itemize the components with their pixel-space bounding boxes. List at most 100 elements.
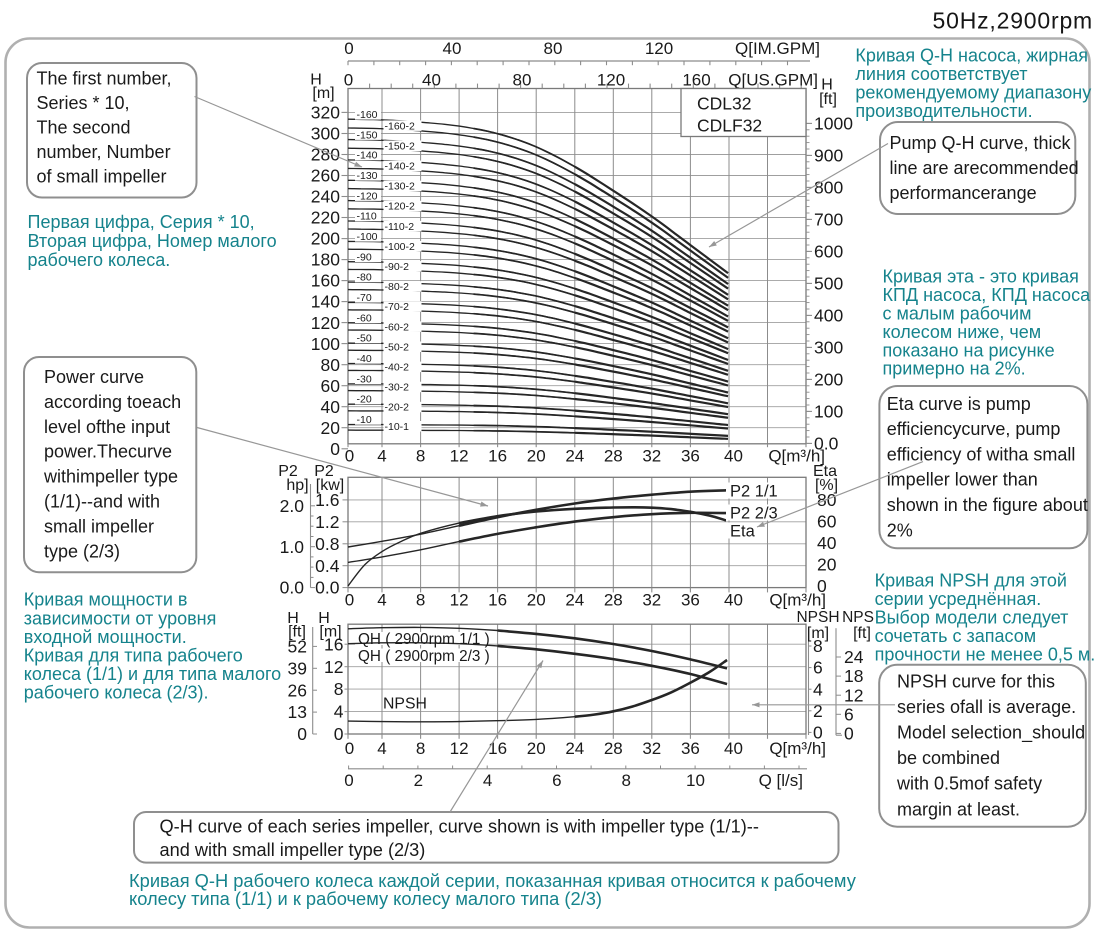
svg-text:2.0: 2.0 xyxy=(280,496,305,516)
svg-text:type (2/3): type (2/3) xyxy=(44,541,120,561)
svg-text:-90-2: -90-2 xyxy=(385,261,410,273)
svg-text:and with small impeller type (: and with small impeller type (2/3) xyxy=(160,840,426,860)
svg-text:0: 0 xyxy=(330,439,340,459)
svg-text:100: 100 xyxy=(814,402,843,422)
svg-text:700: 700 xyxy=(814,210,843,230)
svg-text:Q[m³/h]: Q[m³/h] xyxy=(769,739,826,758)
svg-text:колеса (1/1) и для типа малого: колеса (1/1) и для типа малого xyxy=(24,664,281,684)
svg-text:series ofall is average.: series ofall is average. xyxy=(897,697,1076,717)
svg-text:180: 180 xyxy=(311,250,340,270)
svg-text:-70: -70 xyxy=(357,292,372,304)
svg-text:hp]: hp] xyxy=(286,477,308,494)
svg-text:6: 6 xyxy=(552,771,561,790)
svg-text:24: 24 xyxy=(565,446,584,465)
svg-text:серии усреднённая.: серии усреднённая. xyxy=(875,589,1042,609)
svg-text:Кривая Q-H насоса, жирная: Кривая Q-H насоса, жирная xyxy=(855,45,1088,65)
svg-text:-120: -120 xyxy=(357,190,378,202)
svg-text:240: 240 xyxy=(311,187,340,207)
svg-text:NPSH: NPSH xyxy=(796,609,839,626)
svg-text:The first number,: The first number, xyxy=(37,69,172,89)
svg-text:280: 280 xyxy=(311,145,340,165)
svg-text:(1/1)--and with: (1/1)--and with xyxy=(44,492,160,512)
svg-text:24: 24 xyxy=(565,591,584,610)
svg-text:Series * 10,: Series * 10, xyxy=(37,93,130,113)
svg-text:24: 24 xyxy=(565,739,584,758)
svg-text:Q-H curve of each series impel: Q-H curve of each series impeller, curve… xyxy=(160,816,759,836)
svg-text:12: 12 xyxy=(450,446,469,465)
svg-text:Eta: Eta xyxy=(730,522,756,540)
svg-text:P2 2/3: P2 2/3 xyxy=(730,504,778,522)
svg-text:28: 28 xyxy=(604,739,623,758)
svg-text:2: 2 xyxy=(414,771,423,790)
svg-text:4: 4 xyxy=(377,446,386,465)
svg-text:-10: -10 xyxy=(357,414,372,426)
svg-text:16: 16 xyxy=(488,446,507,465)
svg-text:16: 16 xyxy=(488,739,507,758)
svg-text:CDLF32: CDLF32 xyxy=(697,116,762,136)
svg-text:8: 8 xyxy=(334,679,344,699)
svg-text:50Hz,2900rpm: 50Hz,2900rpm xyxy=(933,8,1093,34)
svg-text:0: 0 xyxy=(344,39,353,58)
svg-text:-140: -140 xyxy=(357,150,378,162)
svg-text:4: 4 xyxy=(483,771,492,790)
svg-text:H: H xyxy=(318,610,330,627)
svg-text:with 0.5mof safety: with 0.5mof safety xyxy=(896,774,1042,794)
svg-text:80: 80 xyxy=(321,355,341,375)
svg-text:0: 0 xyxy=(844,724,854,744)
svg-text:1000: 1000 xyxy=(814,114,853,134)
svg-text:0.8: 0.8 xyxy=(315,534,339,554)
svg-text:-130-2: -130-2 xyxy=(385,181,416,193)
svg-text:P2 1/1: P2 1/1 xyxy=(730,482,778,500)
svg-text:Q[US.GPM]: Q[US.GPM] xyxy=(728,71,818,90)
svg-text:-160-2: -160-2 xyxy=(385,120,416,132)
svg-text:4: 4 xyxy=(377,591,386,610)
svg-text:рабочего колеса.: рабочего колеса. xyxy=(28,250,171,270)
svg-text:40: 40 xyxy=(422,71,441,90)
svg-text:0: 0 xyxy=(817,576,827,596)
svg-text:1.0: 1.0 xyxy=(280,537,305,557)
svg-text:0.4: 0.4 xyxy=(315,556,340,576)
svg-text:Model selection_should: Model selection_should xyxy=(897,723,1085,744)
svg-text:NPS: NPS xyxy=(842,609,874,626)
svg-text:12: 12 xyxy=(844,685,863,705)
svg-text:20: 20 xyxy=(817,555,837,575)
svg-text:40: 40 xyxy=(724,739,743,758)
svg-text:Кривая Q-H рабочего колеса каж: Кривая Q-H рабочего колеса каждой серии,… xyxy=(129,870,857,891)
svg-text:-50-2: -50-2 xyxy=(385,341,410,353)
svg-text:small impeller: small impeller xyxy=(44,516,154,536)
svg-text:-100-2: -100-2 xyxy=(385,241,416,253)
svg-text:[%]: [%] xyxy=(815,477,838,494)
svg-text:рабочего колеса (2/3).: рабочего колеса (2/3). xyxy=(24,683,209,703)
svg-text:0: 0 xyxy=(344,771,353,790)
svg-text:12: 12 xyxy=(324,657,343,677)
svg-text:-150: -150 xyxy=(357,129,378,141)
svg-text:8: 8 xyxy=(621,771,630,790)
svg-text:220: 220 xyxy=(311,208,340,228)
svg-text:показано на рисунке: показано на рисунке xyxy=(883,340,1055,360)
svg-text:-40: -40 xyxy=(357,353,372,365)
svg-text:performancerange: performancerange xyxy=(890,183,1037,203)
svg-text:900: 900 xyxy=(814,146,843,166)
svg-text:withimpeller type: withimpeller type xyxy=(43,467,178,487)
svg-text:of small impeller: of small impeller xyxy=(37,167,167,187)
svg-text:12: 12 xyxy=(450,591,469,610)
svg-text:260: 260 xyxy=(311,166,340,186)
svg-text:-100: -100 xyxy=(357,231,378,243)
svg-text:40: 40 xyxy=(724,591,743,610)
svg-text:Кривая эта - это кривая: Кривая эта - это кривая xyxy=(883,267,1079,287)
svg-text:600: 600 xyxy=(814,242,843,262)
svg-text:[kw]: [kw] xyxy=(316,477,344,494)
svg-text:P2: P2 xyxy=(314,463,334,480)
svg-text:4: 4 xyxy=(813,679,823,699)
svg-text:300: 300 xyxy=(311,124,340,144)
svg-text:impeller lower than: impeller lower than xyxy=(887,470,1038,490)
svg-text:0: 0 xyxy=(345,591,354,610)
svg-text:18: 18 xyxy=(844,666,863,686)
svg-text:120: 120 xyxy=(597,71,625,90)
svg-text:40: 40 xyxy=(724,446,743,465)
svg-text:NPSH curve for this: NPSH curve for this xyxy=(897,671,1055,691)
svg-text:H: H xyxy=(310,72,322,89)
svg-text:36: 36 xyxy=(681,591,700,610)
svg-text:8: 8 xyxy=(416,446,425,465)
svg-text:26: 26 xyxy=(288,680,307,700)
